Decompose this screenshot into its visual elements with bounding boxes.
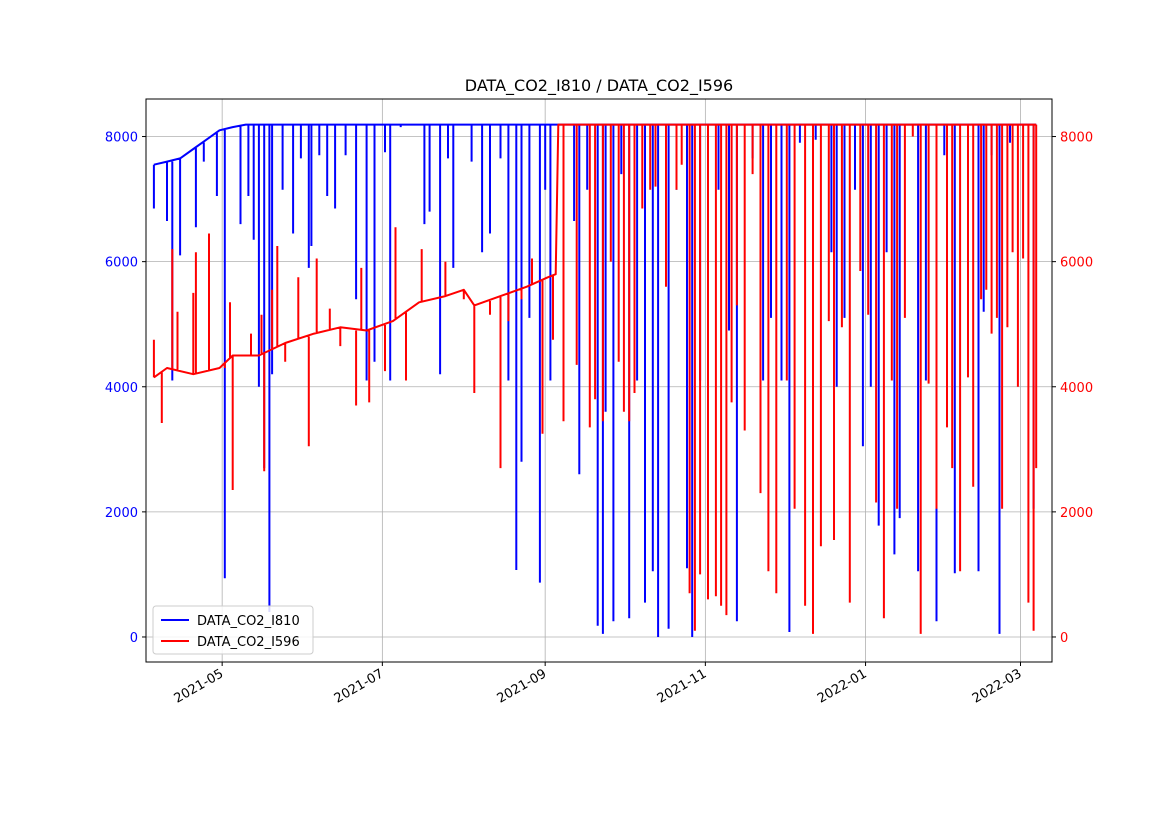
y-left-tick-label: 0: [130, 631, 138, 646]
legend: DATA_CO2_I810 DATA_CO2_I596: [152, 605, 314, 655]
series-line-data-co2-i596: [152, 123, 1038, 634]
legend-label: DATA_CO2_I596: [197, 635, 300, 650]
plot-lines: [152, 123, 1038, 637]
y-left-tick-label: 6000: [105, 256, 138, 271]
y-right-tick-label: 2000: [1060, 506, 1093, 521]
y-right-tick-label: 4000: [1060, 381, 1093, 396]
grid-lines: [146, 99, 1052, 662]
y-right-tick-label: 0: [1060, 631, 1068, 646]
y-right-tick-label: 6000: [1060, 256, 1093, 271]
y-left-tick-label: 2000: [105, 506, 138, 521]
plot-frame: [145, 98, 1053, 663]
y-left-tick-label: 8000: [105, 131, 138, 146]
legend-box: [152, 605, 314, 655]
y-right-tick-label: 8000: [1060, 131, 1093, 146]
y-left-tick-label: 4000: [105, 381, 138, 396]
legend-label: DATA_CO2_I810: [197, 614, 300, 629]
chart-title: DATA_CO2_I810 / DATA_CO2_I596: [465, 76, 733, 96]
